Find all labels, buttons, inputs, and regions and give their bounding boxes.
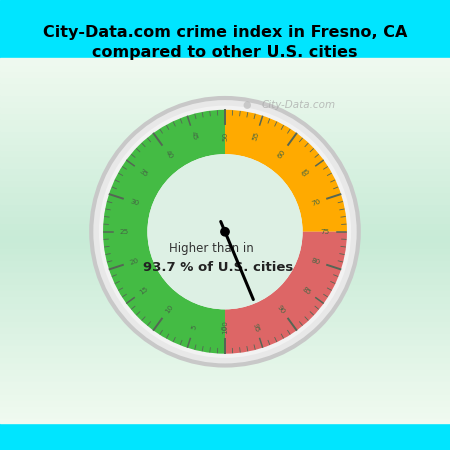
Circle shape <box>93 100 357 364</box>
Bar <box>0 247 450 253</box>
Bar <box>0 137 450 144</box>
Bar <box>0 222 450 229</box>
Text: 30: 30 <box>129 198 140 207</box>
Text: City-Data.com crime index in Fresno, CA
compared to other U.S. cities: City-Data.com crime index in Fresno, CA … <box>43 25 407 59</box>
Bar <box>0 380 450 387</box>
Bar <box>0 241 450 247</box>
Text: 75: 75 <box>321 229 330 235</box>
Bar <box>0 277 450 284</box>
Bar <box>0 399 450 405</box>
Bar <box>0 76 450 83</box>
Bar <box>0 417 450 423</box>
Bar <box>0 350 450 356</box>
Bar <box>0 289 450 296</box>
Bar <box>0 156 450 162</box>
Bar <box>0 284 450 289</box>
Bar <box>0 259 450 265</box>
Text: 60: 60 <box>276 149 286 160</box>
Bar <box>0 405 450 411</box>
Text: 100: 100 <box>222 320 228 334</box>
Bar <box>0 107 450 113</box>
Bar <box>0 392 450 399</box>
Text: 80: 80 <box>310 257 321 266</box>
Circle shape <box>148 154 302 309</box>
Text: 45: 45 <box>189 131 198 141</box>
Text: 40: 40 <box>164 149 174 160</box>
Text: 70: 70 <box>310 198 321 207</box>
Bar <box>0 314 450 320</box>
Bar <box>0 144 450 149</box>
Text: 85: 85 <box>301 286 312 296</box>
Bar <box>0 368 450 374</box>
Bar <box>0 320 450 326</box>
Bar <box>0 235 450 241</box>
Bar <box>0 186 450 192</box>
Bar <box>0 229 450 234</box>
Bar <box>0 271 450 277</box>
Bar <box>0 332 450 338</box>
Text: City-Data.com: City-Data.com <box>262 100 336 110</box>
Circle shape <box>221 228 229 236</box>
Text: 15: 15 <box>138 286 149 296</box>
Bar <box>0 119 450 125</box>
Bar <box>0 308 450 314</box>
Bar <box>0 180 450 186</box>
Bar <box>0 95 450 101</box>
Text: 50: 50 <box>222 131 228 141</box>
Text: 25: 25 <box>120 229 129 235</box>
Bar <box>0 131 450 137</box>
Text: 90: 90 <box>276 304 286 315</box>
Bar <box>0 83 450 89</box>
Bar <box>0 113 450 119</box>
Circle shape <box>99 106 351 358</box>
Text: 10: 10 <box>164 304 174 315</box>
Bar <box>0 362 450 368</box>
Text: 35: 35 <box>138 167 149 178</box>
Bar <box>0 174 450 180</box>
Bar <box>0 387 450 392</box>
Text: 65: 65 <box>301 167 312 178</box>
Bar <box>0 374 450 380</box>
Bar <box>0 344 450 350</box>
Bar <box>0 411 450 417</box>
Bar <box>0 356 450 362</box>
Bar <box>0 58 450 64</box>
Text: 55: 55 <box>252 131 261 141</box>
Bar <box>0 0 450 58</box>
Bar <box>0 216 450 222</box>
Bar <box>0 198 450 204</box>
Bar <box>0 253 450 259</box>
Bar <box>0 162 450 168</box>
Text: 93.7 % of U.S. cities: 93.7 % of U.S. cities <box>143 261 293 274</box>
Bar <box>0 192 450 198</box>
Bar <box>0 423 450 450</box>
Bar <box>0 149 450 156</box>
Text: 5: 5 <box>190 324 198 330</box>
Text: 0: 0 <box>222 325 228 330</box>
Bar <box>0 125 450 131</box>
Bar <box>0 326 450 332</box>
Bar <box>0 204 450 210</box>
Bar <box>0 338 450 344</box>
Bar <box>0 265 450 271</box>
Bar <box>0 296 450 302</box>
Text: 95: 95 <box>252 322 261 333</box>
Text: 20: 20 <box>129 257 140 266</box>
Bar <box>0 71 450 77</box>
Wedge shape <box>225 110 347 232</box>
Bar <box>0 101 450 107</box>
Bar <box>0 168 450 174</box>
Bar <box>0 302 450 308</box>
Bar <box>0 89 450 95</box>
Wedge shape <box>225 232 347 354</box>
Bar <box>0 64 450 71</box>
Circle shape <box>89 96 361 368</box>
Wedge shape <box>103 110 225 354</box>
Bar <box>0 210 450 216</box>
Text: Higher than in: Higher than in <box>169 242 253 255</box>
Text: ●: ● <box>243 100 251 110</box>
